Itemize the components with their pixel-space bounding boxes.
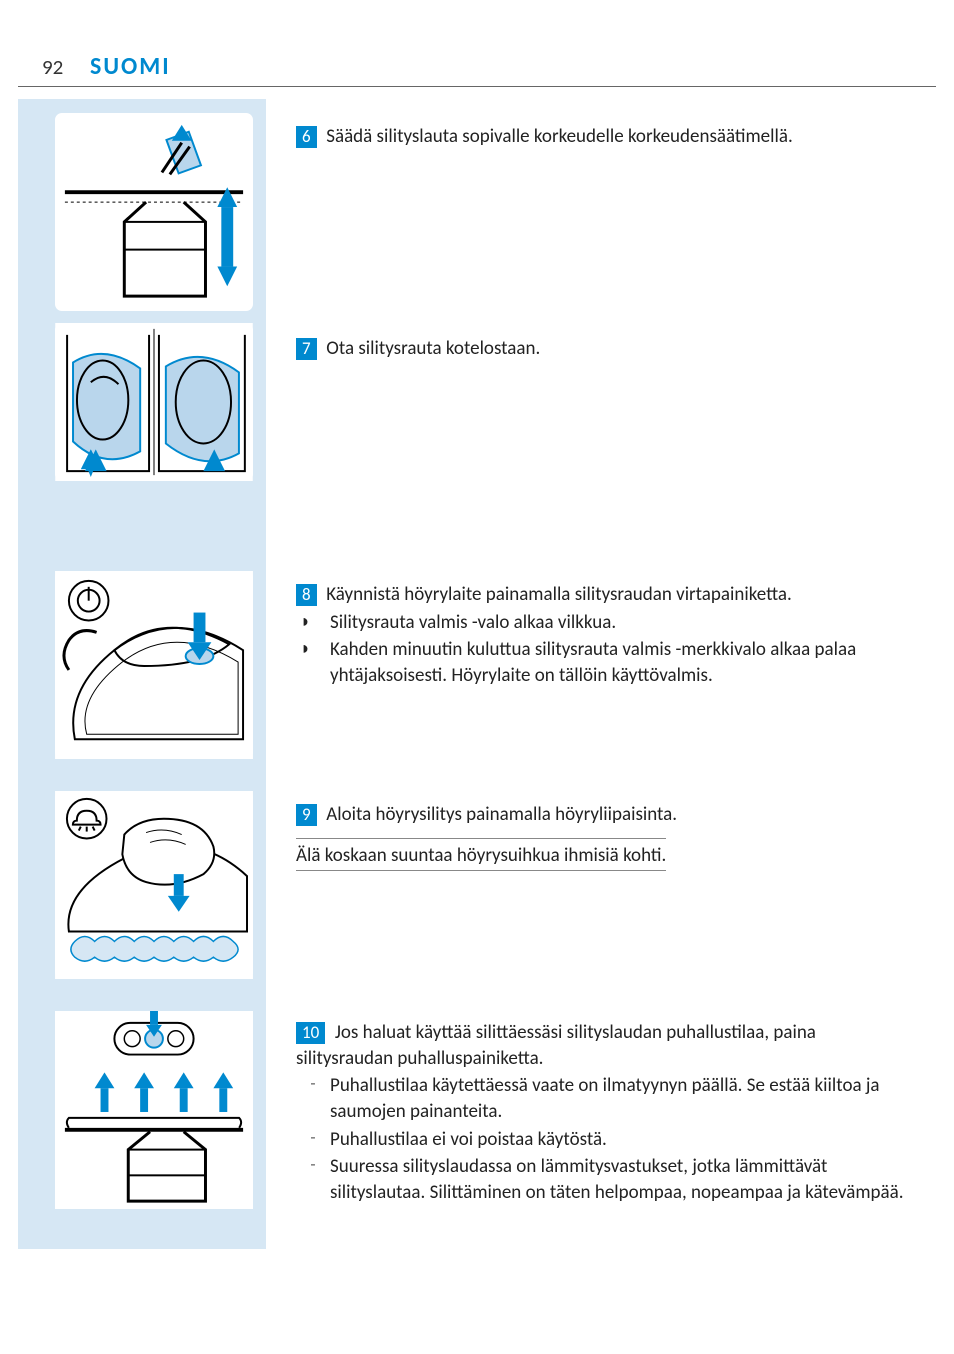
step-6: 6 Säädä silityslauta sopivalle korkeudel… (296, 124, 916, 150)
step-number: 7 (296, 338, 317, 360)
step-text: Käynnistä höyrylaite painamalla silitysr… (326, 583, 792, 606)
dash-item: - Puhallustilaa käytettäessä vaate on il… (296, 1073, 916, 1124)
step-text: Aloita höyrysilitys painamalla höyryliip… (326, 803, 677, 826)
dash-icon: - (296, 1127, 330, 1153)
header-rule (18, 86, 936, 87)
page-number: 92 (42, 54, 63, 80)
bullet-item: ◗ Kahden minuutin kuluttua silitysrauta … (296, 637, 916, 688)
bullet-icon: ◗ (296, 610, 330, 636)
figure-power-on (54, 570, 254, 760)
figure-height-adjust (54, 112, 254, 312)
step-number: 9 (296, 804, 317, 826)
step-9: 9 Aloita höyrysilitys painamalla höyryli… (296, 802, 916, 871)
step-number: 6 (296, 126, 317, 148)
step-number: 10 (296, 1022, 325, 1044)
warning-text: Älä koskaan suuntaa höyrysuihkua ihmisiä… (296, 838, 666, 872)
dash-icon: - (296, 1073, 330, 1124)
dash-icon: - (296, 1154, 330, 1205)
step-10: 10 Jos haluat käyttää silittäessäsi sili… (296, 1020, 916, 1205)
figure-remove-iron (54, 322, 254, 482)
step-8: 8 Käynnistä höyrylaite painamalla sility… (296, 582, 916, 689)
bullet-text: Silitysrauta valmis -valo alkaa vilkkua. (330, 610, 616, 636)
step-number: 8 (296, 584, 317, 606)
step-text: Jos haluat käyttää silittäessäsi silitys… (296, 1021, 816, 1070)
step-text: Säädä silityslauta sopivalle korkeudelle… (326, 125, 793, 148)
dash-item: - Suuressa silityslaudassa on lämmitysva… (296, 1154, 916, 1205)
bullet-icon: ◗ (296, 637, 330, 688)
bullet-item: ◗ Silitysrauta valmis -valo alkaa vilkku… (296, 610, 916, 636)
dash-text: Suuressa silityslaudassa on lämmitysvast… (330, 1154, 916, 1205)
figure-steam-trigger (54, 790, 254, 980)
step-text: Ota silitysrauta kotelostaan. (326, 337, 540, 360)
bullet-text: Kahden minuutin kuluttua silitysrauta va… (330, 637, 916, 688)
dash-text: Puhallustilaa ei voi poistaa käytöstä. (330, 1127, 607, 1153)
dash-item: - Puhallustilaa ei voi poistaa käytöstä. (296, 1127, 916, 1153)
step-7: 7 Ota silitysrauta kotelostaan. (296, 336, 916, 362)
figure-blow-mode (54, 1010, 254, 1210)
dash-text: Puhallustilaa käytettäessä vaate on ilma… (330, 1073, 916, 1124)
language-title: SUOMI (90, 52, 171, 81)
